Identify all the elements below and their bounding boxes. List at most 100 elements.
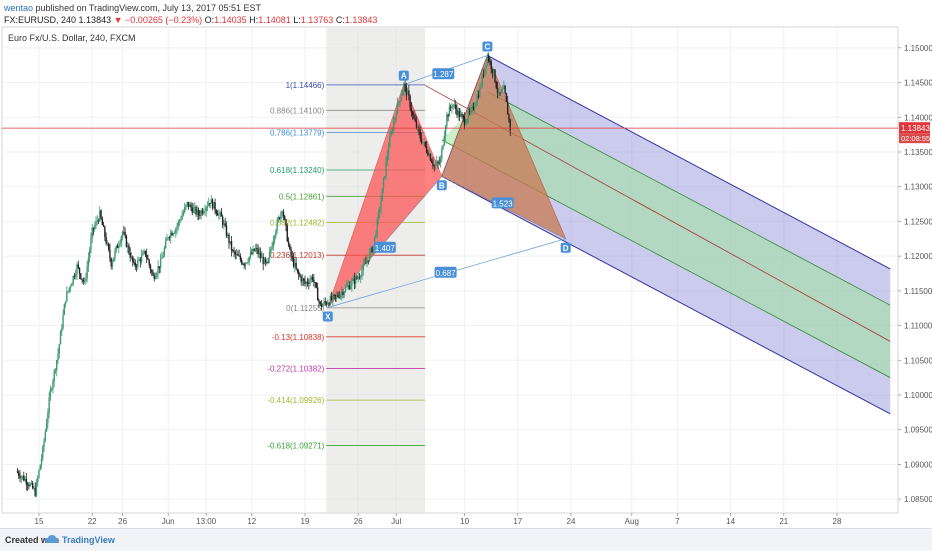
candle-body — [424, 141, 427, 147]
candle-body — [252, 248, 254, 254]
candle-body — [189, 204, 191, 208]
fib-level-label: -0.272(1.10382) — [267, 364, 324, 373]
candle-body — [244, 262, 247, 266]
candle-body — [352, 278, 354, 281]
candle-body — [486, 55, 489, 65]
candle-body — [162, 255, 164, 258]
candle-body — [505, 93, 508, 102]
candle-body — [353, 278, 356, 284]
candle-body — [49, 389, 52, 398]
candle-body — [415, 121, 418, 128]
candle-body — [39, 464, 41, 471]
candle-body — [304, 280, 306, 284]
candle-body — [171, 232, 173, 236]
candle-body — [432, 162, 434, 166]
candle-body — [20, 476, 22, 479]
candle-body — [71, 283, 73, 287]
candle-body — [199, 215, 201, 216]
candle-body — [202, 211, 205, 214]
candle-body — [185, 204, 187, 208]
candle-body — [329, 296, 332, 305]
candle-body — [271, 246, 273, 250]
pattern-point-label: B — [439, 181, 445, 190]
tradingview-brand[interactable]: TradingView — [62, 535, 115, 545]
candle-body — [26, 484, 29, 486]
candle-body — [299, 274, 301, 277]
candle-body — [213, 202, 215, 209]
pitchfork-lower-line — [441, 175, 891, 415]
candle-body — [495, 81, 497, 88]
candle-body — [344, 287, 347, 292]
candle-body — [404, 83, 406, 86]
candle-body — [242, 263, 244, 265]
ratio-badge — [432, 68, 455, 80]
candle-body — [132, 256, 134, 262]
candle-body — [289, 244, 291, 250]
candle-body — [45, 423, 48, 432]
candle-body — [456, 109, 458, 116]
candle-body — [110, 258, 112, 267]
candle-body — [287, 241, 290, 245]
candle-body — [101, 218, 104, 226]
candle-body — [258, 252, 261, 255]
candle-body — [31, 482, 34, 489]
candle-body — [180, 219, 182, 221]
candle-body — [168, 237, 171, 239]
high-value: 1.14081 — [258, 15, 291, 25]
candle-body — [68, 287, 71, 291]
down-arrow-icon: ▼ — [113, 15, 123, 25]
candle-body — [77, 264, 79, 268]
candle-body — [386, 155, 389, 162]
candle-body — [62, 314, 64, 329]
candle-body — [384, 176, 386, 179]
x-axis-tick-label: 10 — [460, 517, 469, 526]
candle-body — [506, 101, 509, 115]
candle-body — [325, 302, 328, 305]
candle-body — [118, 245, 120, 249]
ratio-line-bd — [441, 176, 566, 240]
candle-body — [18, 472, 20, 476]
candle-body — [484, 67, 486, 76]
candle-body — [87, 258, 90, 267]
candle-body — [247, 261, 249, 263]
candle-body — [474, 106, 476, 110]
candle-body — [123, 231, 125, 233]
low-label: L: — [293, 15, 301, 25]
candle-body — [387, 147, 390, 156]
candle-body — [102, 225, 105, 227]
candle-body — [313, 279, 315, 283]
candle-body — [75, 274, 77, 277]
candle-body — [418, 127, 420, 132]
candle-body — [455, 104, 457, 110]
fib-level-label: 0.886(1.14100) — [270, 106, 325, 115]
candle-body — [56, 360, 58, 371]
candle-body — [286, 226, 288, 242]
author-name[interactable]: wentao — [4, 3, 34, 13]
candle-body — [216, 213, 219, 216]
candle-body — [372, 245, 375, 253]
y-axis-tick-label: 1.13500 — [904, 148, 932, 157]
candle-body — [351, 280, 353, 286]
candle-body — [99, 210, 101, 222]
candle-body — [361, 270, 363, 277]
y-axis-tick-label: 1.14500 — [904, 79, 932, 88]
created-with-text: Created with — [5, 535, 60, 545]
candle-body — [285, 219, 287, 227]
candle-body — [392, 121, 395, 131]
candle-body — [225, 225, 228, 237]
candle-body — [59, 331, 62, 345]
candle-body — [152, 272, 154, 276]
y-axis-tick-label: 1.10000 — [904, 391, 932, 400]
candle-body — [482, 74, 485, 76]
x-axis-tick-label: 19 — [301, 517, 310, 526]
candle-body — [35, 482, 38, 496]
candle-body — [25, 478, 28, 485]
publish-header: wentao published on TradingView.com, Jul… — [4, 3, 261, 13]
fib-level-label: -0.414(1.09926) — [267, 396, 324, 405]
candle-body — [149, 265, 152, 271]
candle-body — [73, 275, 76, 277]
candle-body — [229, 241, 231, 244]
candle-body — [50, 389, 53, 390]
candle-body — [128, 245, 130, 253]
